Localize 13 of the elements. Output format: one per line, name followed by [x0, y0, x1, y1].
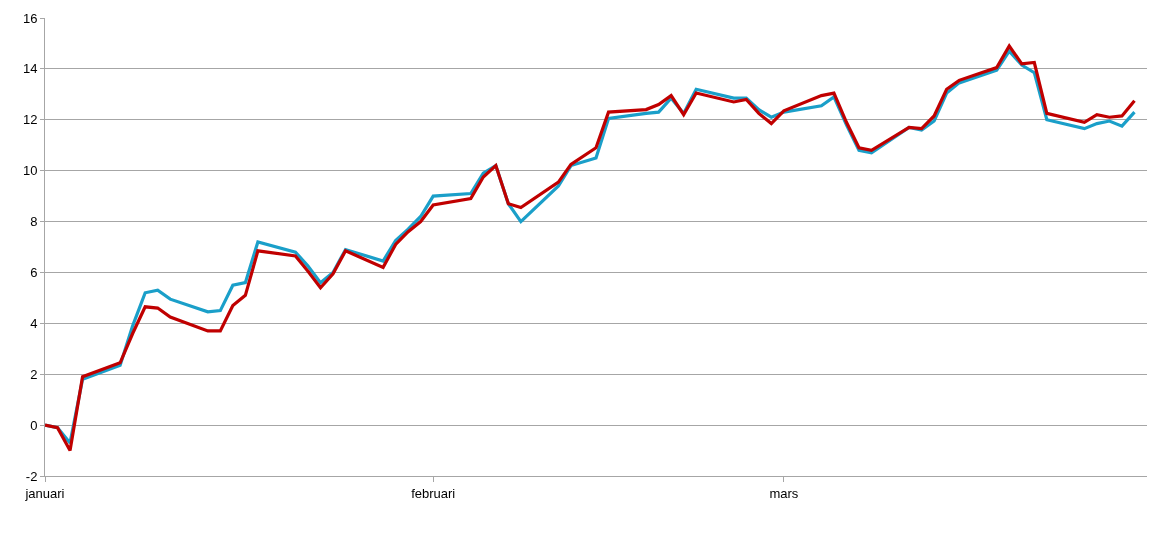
y-tick-label: 4	[30, 315, 38, 331]
x-tick-label: februari	[411, 485, 456, 501]
y-tick-label: 12	[22, 112, 38, 128]
y-tick-label: 8	[30, 214, 38, 230]
x-tick-label: mars	[769, 485, 799, 501]
y-tick-label: 2	[30, 366, 38, 382]
y-tick-label: 10	[22, 163, 38, 179]
y-tick-label: 16	[22, 10, 38, 26]
y-tick-label: 14	[22, 61, 38, 77]
y-tick-label: 0	[30, 417, 38, 433]
x-tick-label: januari	[24, 485, 65, 501]
y-tick-label: -2	[25, 468, 38, 484]
y-tick-label: 6	[30, 264, 38, 280]
